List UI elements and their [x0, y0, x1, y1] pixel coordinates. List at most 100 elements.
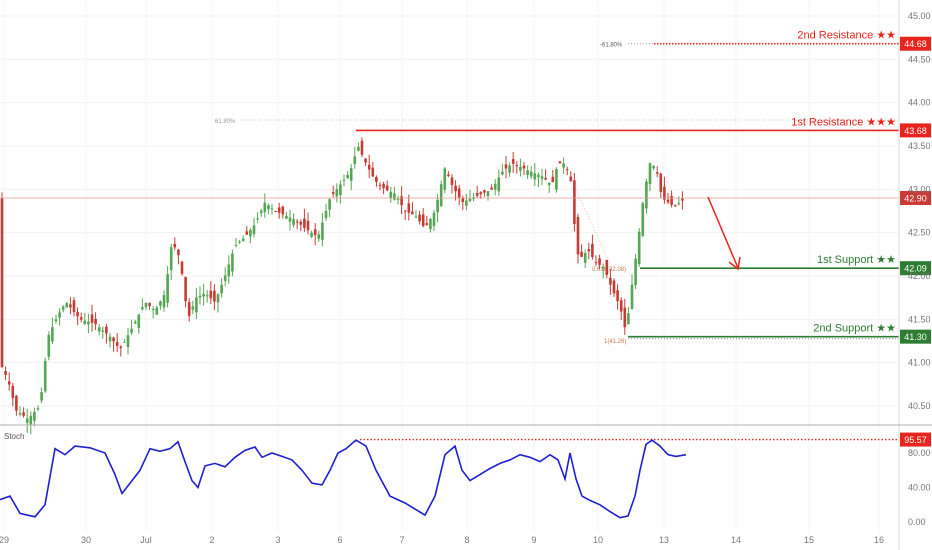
candle [198, 286, 202, 305]
candle [123, 338, 126, 343]
candle-body [324, 211, 328, 219]
candle-body [486, 191, 490, 196]
candle [349, 164, 353, 191]
candle-body [141, 307, 144, 310]
candle [605, 259, 609, 279]
candle [472, 192, 475, 202]
candle-body [637, 231, 641, 265]
candle [519, 158, 522, 177]
fib-lines: 61.80% -61.80% 0.618(42.08) 1(41.26) [215, 43, 899, 345]
candle [587, 242, 591, 260]
candle-body [468, 198, 472, 202]
candle [51, 317, 54, 344]
candle-body [72, 300, 76, 312]
candle [673, 204, 677, 208]
candle [681, 191, 684, 210]
candles [0, 137, 684, 435]
candle-body [641, 203, 645, 236]
candle-body [166, 274, 169, 303]
candle-body [591, 243, 594, 258]
candle [429, 217, 432, 233]
candle [396, 195, 400, 205]
candle-body [598, 258, 601, 265]
candle [439, 180, 443, 207]
candle [241, 235, 245, 242]
candle-body [490, 187, 493, 190]
candle-body [169, 247, 173, 271]
fib-label-support2: 1(41.26) [604, 339, 626, 345]
candle [652, 165, 655, 171]
candle-body [299, 221, 303, 225]
candle-body [285, 215, 288, 219]
candle-body [126, 335, 130, 348]
candle-body [274, 211, 277, 213]
candle-body [511, 159, 515, 164]
candle [501, 163, 504, 176]
price-axis[interactable]: 40.50 41.00 41.50 42.00 42.50 43.00 43.50 44.00… [898, 0, 931, 550]
candle [637, 228, 641, 267]
candle-body [184, 276, 187, 302]
candle-body [220, 284, 223, 294]
candle [562, 157, 565, 174]
candle [159, 300, 162, 310]
candle-body [205, 295, 209, 297]
candle [227, 255, 231, 284]
candle-body [439, 184, 443, 207]
candle [612, 278, 616, 297]
candle [331, 185, 335, 198]
current-price-box [900, 191, 931, 205]
candle-body [619, 300, 623, 312]
candle [295, 219, 299, 230]
time-tick-label: 3 [275, 535, 280, 545]
candle-body [648, 163, 652, 185]
candle [43, 357, 47, 393]
candle [249, 228, 252, 244]
candle-body [292, 219, 295, 225]
candle-body [112, 337, 115, 342]
candle-body [565, 169, 569, 171]
candle-body [357, 146, 360, 151]
candle-body [457, 188, 461, 198]
candle-body [87, 321, 90, 325]
candle-body [177, 249, 180, 256]
candle [209, 281, 213, 305]
candle [328, 197, 331, 218]
level-value-box [900, 261, 931, 276]
candle-body [583, 253, 587, 263]
candle-body [623, 307, 627, 328]
candle [90, 304, 94, 332]
time-axis[interactable]: 29 30 Jul 2 3 6 7 8 9 10 13 14 15 16 [0, 535, 884, 545]
candle-body [36, 408, 40, 410]
candle [259, 208, 263, 217]
candle [547, 182, 551, 193]
candle [357, 142, 360, 152]
candle-body [673, 205, 677, 207]
candle [540, 168, 544, 186]
stoch-title: Stoch [4, 432, 24, 441]
candle-body [659, 173, 663, 192]
level-value-box [900, 329, 931, 344]
candle-body [414, 216, 418, 218]
projection-arrow-icon [707, 196, 739, 269]
candle [97, 323, 101, 336]
stoch-max-label: 95.57 [904, 435, 927, 445]
candle-body [551, 176, 555, 183]
candle [450, 174, 454, 194]
candle-body [663, 186, 666, 200]
candle [364, 158, 367, 167]
candle [191, 300, 195, 315]
candle [270, 204, 274, 215]
candle-body [288, 217, 292, 222]
candle-body [101, 330, 105, 332]
candle [616, 284, 619, 310]
candle [623, 298, 627, 335]
candle-body [7, 381, 11, 385]
candle-body [609, 277, 612, 285]
candle [274, 210, 277, 213]
candle-body [501, 171, 504, 175]
time-tick-label: 10 [593, 535, 603, 545]
time-tick-label: 16 [874, 535, 884, 545]
candle [641, 201, 645, 238]
candle-body [364, 158, 367, 163]
